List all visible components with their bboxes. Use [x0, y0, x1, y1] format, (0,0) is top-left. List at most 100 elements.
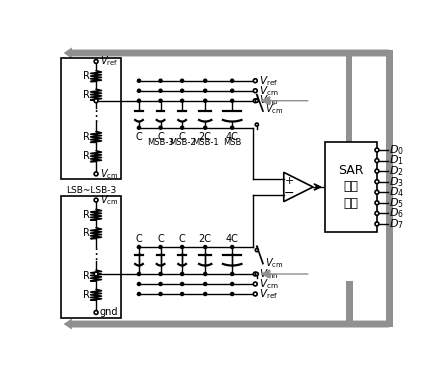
Text: R: R — [83, 210, 90, 220]
Circle shape — [255, 249, 258, 252]
Text: ⋮: ⋮ — [88, 109, 104, 124]
Text: $V_{\rm ref}$: $V_{\rm ref}$ — [259, 74, 278, 88]
Circle shape — [181, 282, 184, 286]
Text: R: R — [83, 132, 90, 142]
Circle shape — [375, 211, 379, 215]
Circle shape — [375, 148, 379, 152]
Circle shape — [254, 99, 257, 103]
Text: R: R — [83, 89, 90, 99]
Text: $V_{\rm ref}$: $V_{\rm ref}$ — [100, 55, 118, 68]
Text: $D_{5}$: $D_{5}$ — [389, 196, 404, 210]
Circle shape — [255, 123, 258, 126]
Polygon shape — [284, 173, 313, 201]
Text: R: R — [83, 71, 90, 81]
Bar — [346, 281, 353, 328]
Circle shape — [375, 222, 379, 226]
Circle shape — [138, 79, 141, 82]
Circle shape — [159, 246, 162, 249]
Circle shape — [204, 272, 207, 276]
Text: $D_{7}$: $D_{7}$ — [389, 217, 404, 231]
Text: MSB-3: MSB-3 — [147, 138, 174, 147]
Circle shape — [138, 89, 141, 92]
Text: C: C — [157, 234, 164, 244]
Text: R: R — [83, 270, 90, 280]
Text: R: R — [83, 290, 90, 300]
Text: $V_{\rm inp}$: $V_{\rm inp}$ — [259, 93, 279, 108]
Circle shape — [230, 99, 234, 102]
Text: LSB~LSB-3: LSB~LSB-3 — [66, 186, 116, 195]
Polygon shape — [63, 318, 389, 329]
Text: 2C: 2C — [199, 132, 212, 142]
Text: $V_{\rm cm}$: $V_{\rm cm}$ — [259, 277, 279, 291]
Circle shape — [181, 246, 184, 249]
Circle shape — [254, 79, 257, 83]
Circle shape — [230, 89, 234, 92]
Text: $V_{\rm ref}$: $V_{\rm ref}$ — [259, 287, 278, 301]
Circle shape — [181, 79, 184, 82]
Text: 2C: 2C — [199, 234, 212, 244]
Circle shape — [375, 201, 379, 205]
Circle shape — [375, 169, 379, 173]
Circle shape — [94, 311, 98, 314]
Text: C: C — [157, 132, 164, 142]
Text: R: R — [83, 228, 90, 238]
Circle shape — [181, 89, 184, 92]
Circle shape — [159, 272, 162, 276]
Circle shape — [138, 99, 141, 102]
Circle shape — [254, 89, 257, 93]
Circle shape — [230, 126, 234, 129]
Circle shape — [181, 272, 184, 276]
Text: SAR: SAR — [338, 164, 364, 177]
Text: C: C — [179, 234, 186, 244]
Circle shape — [159, 89, 162, 92]
Bar — [61, 58, 121, 179]
Circle shape — [181, 292, 184, 296]
Circle shape — [94, 198, 98, 202]
Circle shape — [138, 272, 141, 276]
Text: $D_{4}$: $D_{4}$ — [389, 186, 404, 199]
Text: −: − — [284, 187, 294, 200]
Text: R: R — [83, 151, 90, 161]
Circle shape — [254, 272, 257, 276]
Circle shape — [159, 99, 162, 102]
Text: C: C — [135, 234, 143, 244]
Circle shape — [159, 79, 162, 82]
Circle shape — [230, 79, 234, 82]
Circle shape — [204, 292, 207, 296]
Text: $D_{1}$: $D_{1}$ — [389, 154, 404, 167]
Circle shape — [181, 99, 184, 102]
Circle shape — [230, 292, 234, 296]
Text: $V_{\rm cm}$: $V_{\rm cm}$ — [265, 257, 283, 270]
Circle shape — [230, 246, 234, 249]
Bar — [61, 196, 121, 318]
Text: MSB-1: MSB-1 — [192, 138, 218, 147]
Circle shape — [181, 126, 184, 129]
Circle shape — [230, 282, 234, 286]
Bar — [346, 49, 352, 142]
Circle shape — [204, 126, 207, 129]
Text: +: + — [285, 176, 294, 186]
Circle shape — [138, 292, 141, 296]
Text: $V_{\rm inn}$: $V_{\rm inn}$ — [259, 267, 279, 281]
Text: 4C: 4C — [226, 132, 238, 142]
Circle shape — [159, 282, 162, 286]
Circle shape — [204, 246, 207, 249]
Circle shape — [138, 282, 141, 286]
Circle shape — [204, 99, 207, 102]
Text: $D_{2}$: $D_{2}$ — [389, 164, 404, 178]
Text: $V_{\rm cm}$: $V_{\rm cm}$ — [100, 167, 119, 181]
Text: 控制: 控制 — [343, 197, 358, 210]
Text: C: C — [179, 132, 186, 142]
Text: $D_{0}$: $D_{0}$ — [389, 143, 404, 157]
Text: 4C: 4C — [226, 234, 238, 244]
Text: $V_{\rm cm}$: $V_{\rm cm}$ — [265, 103, 283, 116]
Circle shape — [255, 99, 258, 102]
Circle shape — [94, 272, 98, 276]
Text: ⋮: ⋮ — [88, 247, 104, 262]
Polygon shape — [63, 47, 389, 59]
Circle shape — [94, 172, 98, 176]
Text: 逻辑: 逻辑 — [343, 180, 358, 193]
Circle shape — [159, 292, 162, 296]
Circle shape — [204, 79, 207, 82]
Circle shape — [94, 59, 98, 63]
